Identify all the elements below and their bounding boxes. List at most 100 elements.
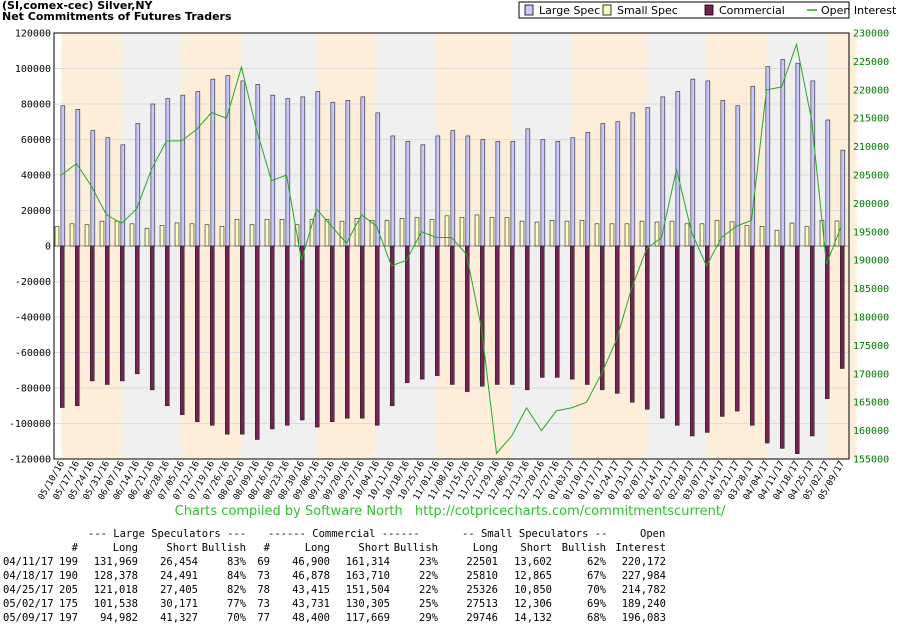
bar-large-spec: [690, 78, 696, 247]
table-cell: 27,405: [160, 584, 198, 596]
table-group-header: Open: [640, 528, 666, 540]
bar-commercial: [494, 245, 500, 385]
bar-small-spec: [684, 223, 690, 247]
bar-large-spec: [150, 103, 156, 247]
y-tick-label-left: -100000: [9, 419, 51, 430]
bar-small-spec: [459, 217, 465, 247]
y-tick-label-left: -60000: [15, 348, 51, 359]
bar-large-spec: [135, 123, 141, 247]
bar-commercial: [644, 245, 650, 410]
bar-commercial: [404, 245, 410, 383]
bar-large-spec: [795, 62, 801, 247]
table-cell: 190: [59, 570, 78, 582]
table-column-header: Long: [304, 542, 330, 554]
y-tick-label-left: -80000: [15, 384, 51, 395]
bar-commercial: [464, 245, 470, 392]
legend-swatch: [704, 4, 714, 16]
bar-small-spec: [444, 215, 450, 247]
bar-large-spec: [420, 144, 426, 247]
table-cell: 22501: [466, 556, 498, 568]
bar-small-spec: [504, 217, 510, 247]
bar-large-spec: [225, 75, 231, 247]
bar-large-spec: [585, 132, 591, 247]
table-cell: 69%: [587, 598, 606, 610]
legend-box: [518, 1, 850, 19]
bar-large-spec: [570, 137, 576, 247]
table-cell: 25326: [466, 584, 498, 596]
y-tick-label-right: 180000: [853, 313, 889, 324]
y-tick-label-right: 225000: [853, 57, 889, 68]
bar-large-spec: [630, 112, 636, 247]
credit-url[interactable]: http://cotpricecharts.com/commitmentscur…: [414, 504, 726, 519]
table-cell: 26,454: [160, 556, 198, 568]
table-column-header: #: [263, 542, 270, 554]
table-cell: 175: [59, 598, 78, 610]
bar-small-spec: [219, 226, 225, 247]
table-cell: 22%: [419, 570, 438, 582]
table-cell: 189,240: [621, 598, 666, 610]
legend-label: Commercial: [719, 4, 785, 17]
bar-commercial: [75, 245, 80, 407]
y-tick-label-right: 220000: [853, 85, 889, 96]
bar-small-spec: [264, 219, 270, 247]
table-cell: 13,602: [514, 556, 552, 568]
bar-small-spec: [234, 219, 240, 247]
table-cell: 12,865: [514, 570, 552, 582]
bar-small-spec: [84, 224, 90, 247]
plot-frame: [53, 32, 850, 460]
table-cell: 227,984: [621, 570, 666, 582]
bar-small-spec: [114, 220, 120, 247]
bar-large-spec: [480, 139, 486, 247]
bar-commercial: [734, 245, 740, 412]
bar-commercial: [59, 245, 65, 408]
bar-commercial: [569, 245, 575, 380]
bar-commercial: [165, 245, 170, 407]
bar-commercial: [195, 245, 200, 423]
bar-large-spec: [300, 96, 306, 247]
bar-large-spec: [555, 140, 561, 247]
legend-swatch: [602, 4, 612, 16]
bar-commercial: [329, 245, 335, 423]
y-tick-label-right: 200000: [853, 199, 889, 210]
table-cell-date: 04/18/17: [3, 570, 54, 582]
bar-large-spec: [345, 100, 351, 247]
y-tick-label-right: 165000: [853, 398, 889, 409]
bar-commercial: [299, 245, 305, 421]
y-tick-label-left: -40000: [15, 313, 51, 324]
table-cell: 25%: [419, 598, 438, 610]
bar-small-spec: [609, 223, 615, 247]
table-cell: 199: [59, 556, 78, 568]
bar-commercial: [704, 245, 710, 433]
table-cell: 73: [257, 598, 270, 610]
y-tick-label-left: 60000: [21, 135, 51, 146]
bar-small-spec: [534, 221, 540, 247]
table-cell: 163,710: [345, 570, 390, 582]
bar-small-spec: [249, 224, 255, 247]
table-cell: 121,018: [93, 584, 138, 596]
bar-large-spec: [285, 98, 291, 247]
bar-small-spec: [654, 221, 660, 247]
bar-large-spec: [60, 105, 66, 247]
table-cell-date: 04/11/17: [3, 556, 54, 568]
bar-small-spec: [549, 219, 555, 247]
y-tick-label-right: 170000: [853, 369, 889, 380]
bar-commercial: [105, 245, 110, 385]
bar-large-spec: [750, 85, 756, 247]
bar-small-spec: [429, 219, 435, 247]
table-cell: 70%: [587, 584, 606, 596]
legend-label: Open Interest: [821, 4, 897, 17]
bar-small-spec: [354, 218, 360, 247]
bar-commercial: [689, 245, 695, 437]
y-tick-label-left: 40000: [21, 171, 51, 182]
legend-swatch: [524, 4, 534, 16]
table-column-header: Short: [520, 542, 552, 554]
y-tick-label-left: 80000: [21, 100, 51, 111]
table-group-header: ------ Commercial ------: [268, 528, 420, 540]
y-tick-label-right: 190000: [853, 256, 889, 267]
y-tick-label-left: -20000: [15, 277, 51, 288]
bar-commercial: [150, 245, 155, 391]
bar-large-spec: [540, 139, 546, 247]
credit-text: Charts compiled by Software North: [174, 504, 403, 519]
y-tick-label-right: 215000: [853, 114, 889, 125]
legend-label: Small Spec: [617, 4, 678, 17]
